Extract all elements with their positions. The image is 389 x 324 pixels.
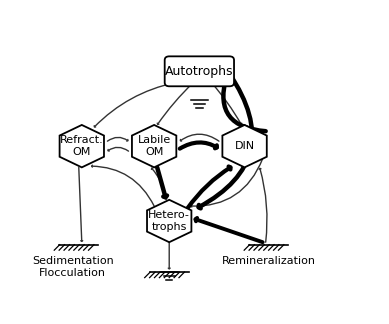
FancyBboxPatch shape: [165, 56, 234, 86]
Polygon shape: [223, 125, 267, 168]
Text: Hetero-
trophs: Hetero- trophs: [148, 210, 190, 232]
Text: Sedimentation
Flocculation: Sedimentation Flocculation: [32, 256, 114, 278]
Text: Refract.
OM: Refract. OM: [60, 135, 103, 157]
Text: DIN: DIN: [235, 141, 255, 151]
Text: Autotrophs: Autotrophs: [165, 65, 234, 78]
Text: Remineralization: Remineralization: [222, 256, 316, 266]
Polygon shape: [60, 125, 104, 168]
Polygon shape: [132, 125, 176, 168]
Text: Labile
OM: Labile OM: [138, 135, 171, 157]
Polygon shape: [147, 200, 191, 242]
